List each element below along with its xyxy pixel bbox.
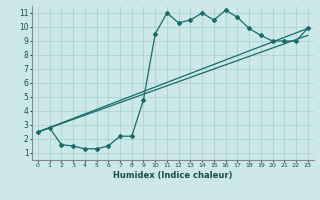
X-axis label: Humidex (Indice chaleur): Humidex (Indice chaleur) [113, 171, 233, 180]
